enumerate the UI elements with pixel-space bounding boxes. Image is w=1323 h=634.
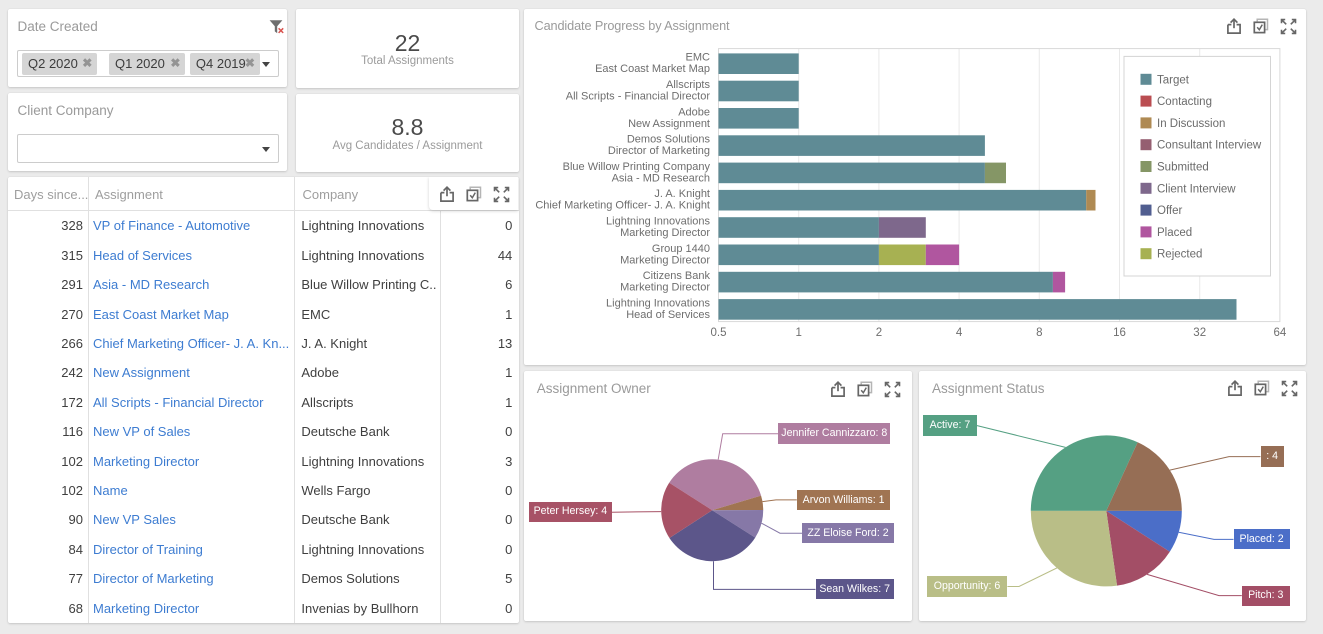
svg-text:4: 4 [956, 327, 963, 339]
svg-text:32: 32 [1193, 327, 1206, 339]
svg-text:Submitted: Submitted [1157, 162, 1209, 174]
svg-text:2: 2 [876, 327, 882, 339]
svg-text:Lightning Innovations: Lightning Innovations [606, 216, 710, 228]
svg-text:Allscripts: Allscripts [666, 79, 711, 91]
svg-text:Chief Marketing Officer- J. A.: Chief Marketing Officer- J. A. Knight [535, 200, 710, 212]
svg-text:Head of Services: Head of Services [626, 309, 710, 321]
svg-text:In Discussion: In Discussion [1157, 118, 1225, 130]
svg-text:1: 1 [795, 327, 801, 339]
svg-text:Marketing Director: Marketing Director [620, 282, 710, 294]
svg-text:Citizens Bank: Citizens Bank [643, 270, 711, 282]
svg-text:Rejected: Rejected [1157, 249, 1202, 261]
svg-text:Demos Solutions: Demos Solutions [627, 134, 711, 146]
svg-text:Marketing Director: Marketing Director [620, 254, 710, 266]
svg-text:8: 8 [1036, 327, 1042, 339]
svg-text:All Scripts - Financial Direct: All Scripts - Financial Director [566, 91, 711, 103]
svg-text:Target: Target [1157, 74, 1190, 86]
svg-text:Offer: Offer [1157, 205, 1183, 217]
svg-text:Consultant Interview: Consultant Interview [1157, 140, 1262, 152]
svg-text:Contacting: Contacting [1157, 96, 1212, 108]
svg-text:Lightning Innovations: Lightning Innovations [606, 297, 710, 309]
svg-text:Marketing Director: Marketing Director [620, 227, 710, 239]
svg-text:Client Interview: Client Interview [1157, 183, 1236, 195]
svg-text:EMC: EMC [686, 52, 711, 64]
svg-text:J. A. Knight: J. A. Knight [654, 188, 710, 200]
svg-text:East Coast Market Map: East Coast Market Map [595, 63, 710, 75]
svg-text:0.5: 0.5 [711, 327, 727, 339]
svg-text:Placed: Placed [1157, 227, 1192, 239]
svg-text:Adobe: Adobe [678, 106, 710, 118]
svg-text:64: 64 [1274, 327, 1287, 339]
svg-text:Director of Marketing: Director of Marketing [608, 145, 710, 157]
svg-text:Group 1440: Group 1440 [652, 243, 710, 255]
svg-text:16: 16 [1113, 327, 1126, 339]
svg-text:Blue Willow Printing Company: Blue Willow Printing Company [563, 161, 711, 173]
svg-text:Asia - MD Research: Asia - MD Research [612, 172, 710, 184]
svg-text:New Assignment: New Assignment [628, 118, 710, 130]
